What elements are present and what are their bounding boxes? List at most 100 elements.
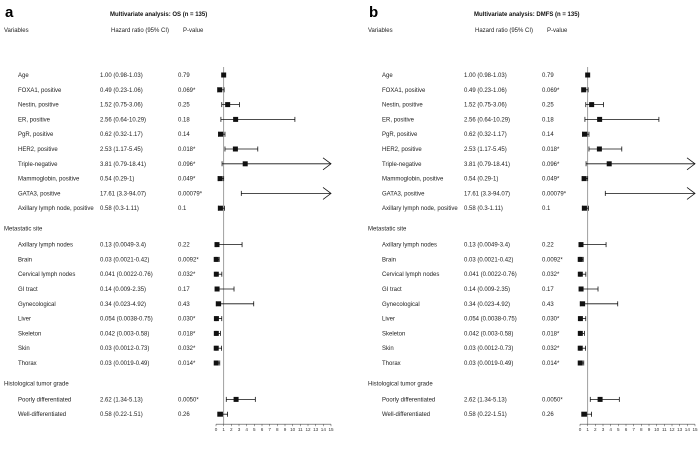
row-p-value: 0.018* <box>542 331 560 337</box>
x-tick-label: 12 <box>669 427 675 432</box>
row-hazard-ratio: 0.49 (0.23-1.06) <box>464 88 507 94</box>
row-hazard-ratio: 1.00 (0.98-1.03) <box>100 73 143 79</box>
row-hazard-ratio: 0.58 (0.3-1.11) <box>464 206 503 212</box>
point-estimate <box>213 256 219 262</box>
row-label: Axillary lymph nodes <box>382 243 437 249</box>
row-hazard-ratio: 0.03 (0.0021-0.42) <box>464 257 513 263</box>
ci-arrow <box>686 157 696 171</box>
ci-arrow <box>322 157 332 171</box>
row-p-value: 0.22 <box>542 243 554 249</box>
panel-title: Multivariate analysis: OS (n = 135) <box>110 12 207 18</box>
panel-a-os: a Multivariate analysis: OS (n = 135) Vari… <box>4 4 334 432</box>
row-label: GI tract <box>18 287 38 293</box>
x-tick-label: 8 <box>276 427 279 432</box>
point-estimate <box>597 396 603 402</box>
row-p-value: 0.032* <box>178 272 196 278</box>
row-label: Age <box>382 73 393 79</box>
row-p-value: 0.17 <box>542 287 554 293</box>
row-hazard-ratio: 0.042 (0.003-0.58) <box>100 331 149 337</box>
row-p-value: 0.032* <box>542 346 560 352</box>
x-tick-label: 2 <box>594 427 597 432</box>
point-estimate <box>242 161 248 167</box>
row-label: Gynecological <box>18 302 56 308</box>
row-hazard-ratio: 0.62 (0.32-1.17) <box>464 132 507 138</box>
row-hazard-ratio: 1.52 (0.75-3.06) <box>464 103 507 109</box>
row-label: ER, positive <box>18 117 51 123</box>
row-p-value: 0.17 <box>178 287 190 293</box>
point-estimate <box>581 176 587 182</box>
row-label: Skin <box>18 346 30 352</box>
x-tick-label: 6 <box>261 427 264 432</box>
point-estimate <box>589 102 595 108</box>
point-estimate <box>577 256 583 262</box>
row-p-value: 0.14 <box>178 132 190 138</box>
row-p-value: 0.030* <box>178 317 196 323</box>
section-title: Metastatic site <box>368 227 407 233</box>
x-tick-label: 14 <box>685 427 691 432</box>
header-p-value: P-value <box>183 28 204 34</box>
x-tick-label: 15 <box>692 427 698 432</box>
row-hazard-ratio: 0.03 (0.0012-0.73) <box>464 346 513 352</box>
row-p-value: 0.14 <box>542 132 554 138</box>
section-title: Metastatic site <box>4 227 43 233</box>
point-estimate <box>218 131 224 137</box>
point-estimate <box>213 330 219 336</box>
row-label: FOXA1, positive <box>18 88 62 94</box>
header-hazard-ratio: Hazard ratio (95% CI) <box>475 28 533 34</box>
row-label: Axillary lymph node, positive <box>18 206 94 212</box>
x-tick-label: 10 <box>290 427 296 432</box>
point-estimate <box>577 316 583 322</box>
x-tick-label: 1 <box>586 427 589 432</box>
row-hazard-ratio: 0.58 (0.3-1.11) <box>100 206 139 212</box>
point-estimate <box>581 411 587 417</box>
row-label: PgR, positive <box>382 132 418 138</box>
x-tick-label: 13 <box>677 427 683 432</box>
x-tick-label: 2 <box>230 427 233 432</box>
row-p-value: 0.0050* <box>542 397 563 403</box>
row-p-value: 0.018* <box>178 147 196 153</box>
row-p-value: 0.22 <box>178 243 190 249</box>
point-estimate <box>597 116 603 122</box>
x-tick-label: 13 <box>313 427 319 432</box>
panel-label: a <box>5 4 14 21</box>
row-label: Mammoglobin, positive <box>18 177 80 183</box>
row-label: HER2, positive <box>18 147 58 153</box>
point-estimate <box>213 360 219 366</box>
row-p-value: 0.018* <box>178 331 196 337</box>
x-tick-label: 4 <box>609 427 612 432</box>
point-estimate <box>580 301 586 307</box>
row-hazard-ratio: 2.56 (0.64-10.29) <box>100 117 146 123</box>
row-label: Poorly differentiated <box>382 397 435 403</box>
row-hazard-ratio: 17.61 (3.3-94.07) <box>100 191 146 197</box>
row-hazard-ratio: 0.62 (0.32-1.17) <box>100 132 143 138</box>
row-hazard-ratio: 0.14 (0.009-2.35) <box>464 287 510 293</box>
row-p-value: 0.0092* <box>178 257 199 263</box>
row-hazard-ratio: 17.61 (3.3-94.07) <box>464 191 510 197</box>
row-label: GATA3, positive <box>18 191 61 197</box>
row-hazard-ratio: 2.56 (0.64-10.29) <box>464 117 510 123</box>
row-p-value: 0.032* <box>542 272 560 278</box>
point-estimate <box>577 271 583 277</box>
x-tick-label: 8 <box>640 427 643 432</box>
row-label: Well-differentiated <box>382 412 430 418</box>
row-label: Skeleton <box>382 331 405 337</box>
row-hazard-ratio: 0.54 (0.29-1) <box>100 177 134 183</box>
point-estimate <box>232 146 238 152</box>
row-hazard-ratio: 0.54 (0.29-1) <box>464 177 498 183</box>
row-label: Axillary lymph node, positive <box>382 206 458 212</box>
row-label: Skin <box>382 346 394 352</box>
panel-title: Multivariate analysis: DMFS (n = 135) <box>474 12 580 18</box>
row-p-value: 0.096* <box>542 162 560 168</box>
row-label: Cervical lymph nodes <box>382 272 439 278</box>
point-estimate <box>582 131 588 137</box>
row-p-value: 0.79 <box>178 73 190 79</box>
row-hazard-ratio: 0.13 (0.0049-3.4) <box>100 243 146 249</box>
point-estimate <box>225 102 231 108</box>
point-estimate <box>213 271 219 277</box>
row-p-value: 0.018* <box>542 147 560 153</box>
row-hazard-ratio: 3.81 (0.79-18.41) <box>100 162 146 168</box>
row-label: Thorax <box>18 361 37 367</box>
x-tick-label: 0 <box>579 427 582 432</box>
row-label: HER2, positive <box>382 147 422 153</box>
row-hazard-ratio: 2.62 (1.34-5.13) <box>464 397 507 403</box>
